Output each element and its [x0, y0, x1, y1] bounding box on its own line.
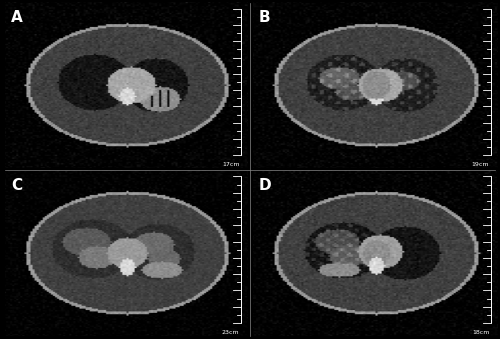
Text: D: D	[258, 178, 272, 193]
Text: B: B	[258, 10, 270, 25]
Text: 17cm: 17cm	[222, 162, 240, 167]
Text: 23cm: 23cm	[222, 330, 240, 335]
Text: A: A	[11, 10, 23, 25]
Text: 19cm: 19cm	[472, 162, 490, 167]
Text: 18cm: 18cm	[472, 330, 490, 335]
Text: C: C	[11, 178, 22, 193]
